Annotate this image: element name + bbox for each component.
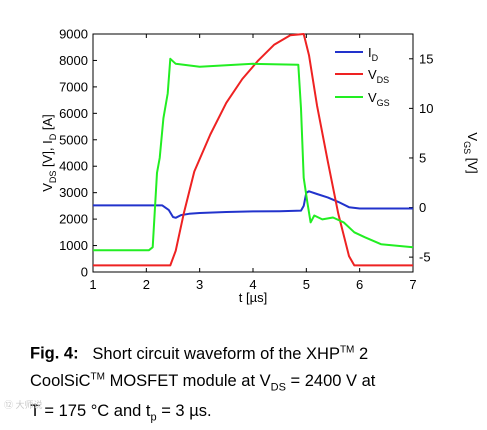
y-right-tick-label: 5 xyxy=(419,150,426,165)
caption-line3: T = 175 °C and tp = 3 µs. xyxy=(30,402,212,424)
x-tick-label: 6 xyxy=(356,277,363,292)
legend-label-vgs: VGS xyxy=(368,90,390,108)
y-left-tick-label: 4000 xyxy=(59,159,88,174)
series-lines xyxy=(93,33,414,267)
x-axis-label: t [µs] xyxy=(239,290,267,305)
caption-line1: Short circuit waveform of the XHPTM 2 xyxy=(92,344,369,363)
x-tick-label: 3 xyxy=(196,277,203,292)
y-left-tick-label: 7000 xyxy=(59,79,88,94)
y-left-tick-label: 5000 xyxy=(59,132,88,147)
series-line-v-gs xyxy=(93,57,414,252)
figure-caption: Fig. 4: Short circuit waveform of the XH… xyxy=(30,338,462,430)
x-tick-label: 7 xyxy=(409,277,416,292)
legend: ID VDS VGS xyxy=(335,45,390,108)
y-left-tick-label: 6000 xyxy=(59,106,88,121)
y-right-axis-label: VGS [V] xyxy=(462,132,480,173)
chart: 1 2 3 4 5 6 7 0 1000 2000 3000 4000 5000 6000 7000 8000… xyxy=(40,27,480,306)
watermark: ⑫ 大师说 xyxy=(4,400,43,410)
x-tick-label: 2 xyxy=(143,277,150,292)
y-left-tick-label: 8000 xyxy=(59,53,88,68)
legend-label-vds: VDS xyxy=(368,67,389,85)
x-tick-label: 5 xyxy=(303,277,310,292)
y-left-tick-label: 2000 xyxy=(59,212,88,227)
y-left-tick-label: 1000 xyxy=(59,238,88,253)
y-right-tick-label: 10 xyxy=(419,101,433,116)
series-line-i-d xyxy=(93,190,413,219)
y-left-tick-label: 0 xyxy=(81,265,88,280)
y-right-tick-label: -5 xyxy=(419,250,431,265)
y-right-tick-label: 15 xyxy=(419,51,433,66)
x-tick-label: 1 xyxy=(89,277,96,292)
y-left-axis-label: VDS [V], ID [A] xyxy=(40,114,58,192)
y-left-tick-label: 9000 xyxy=(59,27,88,42)
series-line-v-ds xyxy=(93,33,413,267)
y-right-tick-label: 0 xyxy=(419,200,426,215)
caption-line2: CoolSiCTM MOSFET module at VDS = 2400 V … xyxy=(30,371,376,394)
x-tick-label: 4 xyxy=(249,277,256,292)
ticks: 1 2 3 4 5 6 7 0 1000 2000 3000 4000 5000 6000 7000 8000… xyxy=(59,27,433,293)
legend-label-id: ID xyxy=(368,45,379,63)
caption-label: Fig. 4: xyxy=(30,344,79,363)
y-left-tick-label: 3000 xyxy=(59,185,88,200)
